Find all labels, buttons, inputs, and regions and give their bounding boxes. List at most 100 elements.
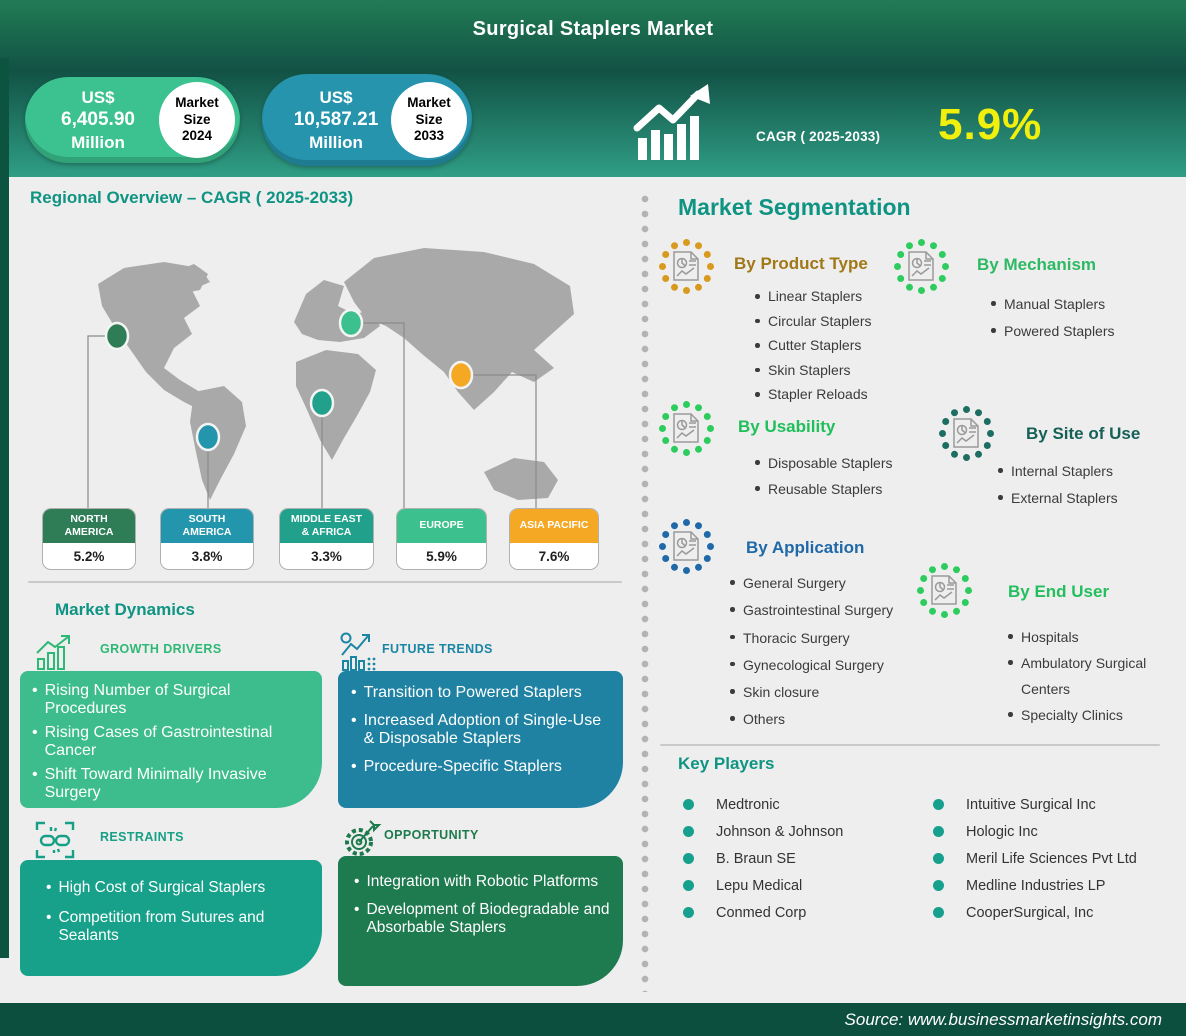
segment-item: Cutter Staplers bbox=[753, 333, 908, 358]
region-markers bbox=[104, 308, 474, 452]
player-bullet-icon bbox=[683, 853, 694, 864]
growth-driver-item: • Rising Cases of Gastrointestinal Cancer bbox=[32, 723, 273, 759]
segment-item-list: Linear Staplers Circular Staplers Cutter… bbox=[753, 284, 908, 407]
restraint-item: • High Cost of Surgical Staplers bbox=[46, 879, 266, 896]
growth-drivers-label: GROWTH DRIVERS bbox=[100, 642, 222, 656]
segment-item: General Surgery bbox=[728, 570, 928, 597]
segment-group-application: By Application General Surgery Gastroint… bbox=[658, 518, 928, 734]
region-marker-south-america bbox=[195, 422, 221, 452]
future-trend-item: • Procedure-Specific Staplers bbox=[351, 757, 562, 775]
source-credit: Source: www.businessmarketinsights.com bbox=[844, 1010, 1162, 1029]
opportunity-label: OPPORTUNITY bbox=[384, 828, 479, 842]
segment-title: By End User bbox=[1008, 582, 1110, 601]
segment-item-list: Hospitals Ambulatory Surgical Centers Sp… bbox=[1006, 624, 1166, 728]
key-player-row: Meril Life Sciences Pvt Ltd bbox=[933, 845, 1137, 872]
segment-doc-icon bbox=[658, 518, 714, 574]
region-marker-north-america bbox=[104, 321, 130, 351]
segment-group-end-user: By End User Hospitals Ambulatory Surgica… bbox=[916, 562, 1168, 728]
future-trends-label: FUTURE TRENDS bbox=[382, 642, 493, 656]
cagr-value: 5.9% bbox=[938, 100, 1043, 149]
key-player-row: B. Braun SE bbox=[683, 845, 843, 872]
opportunity-item: • Integration with Robotic Platforms bbox=[354, 873, 599, 890]
future-trends-icon bbox=[340, 632, 376, 671]
player-bullet-icon bbox=[683, 907, 694, 918]
segment-item-list: Internal Staplers External Staplers bbox=[996, 458, 1168, 512]
opportunity-box: • Integration with Robotic Platforms • Dev… bbox=[338, 856, 623, 986]
opportunity-icon bbox=[345, 820, 382, 856]
segment-item-list: General Surgery Gastrointestinal Surgery… bbox=[728, 570, 928, 734]
region-marker-asia-pacific bbox=[448, 360, 474, 390]
player-bullet-icon bbox=[933, 826, 944, 837]
key-player-row: Medline Industries LP bbox=[933, 872, 1137, 899]
map-continents bbox=[98, 248, 574, 500]
segment-group-product-type: By Product Type Linear Staplers Circular… bbox=[658, 238, 908, 407]
growth-chart-icon bbox=[633, 84, 710, 160]
key-player-row: Conmed Corp bbox=[683, 899, 843, 926]
segment-title: By Product Type bbox=[734, 254, 868, 273]
growth-drivers-icon bbox=[36, 635, 70, 670]
segment-item: Internal Staplers bbox=[996, 458, 1168, 485]
key-players-column-1: Medtronic Johnson & Johnson B. Braun SE … bbox=[683, 791, 843, 926]
restraints-box: • High Cost of Surgical Staplers • Competi… bbox=[20, 860, 322, 976]
market-size-2033-badge: US$ 10,587.21 Million Market Size 2033 bbox=[262, 74, 472, 166]
segment-item: Others bbox=[728, 706, 928, 733]
segment-item: Specialty Clinics bbox=[1006, 702, 1166, 728]
market-dynamics-heading: Market Dynamics bbox=[55, 600, 195, 619]
segment-item: Manual Staplers bbox=[989, 291, 1133, 318]
segment-title: By Usability bbox=[738, 417, 836, 436]
segment-item: Linear Staplers bbox=[753, 284, 908, 309]
segment-title: By Site of Use bbox=[1026, 424, 1141, 443]
footer-bar: Source: www.businessmarketinsights.com bbox=[0, 1003, 1186, 1036]
key-player-row: Johnson & Johnson bbox=[683, 818, 843, 845]
market-size-2024-label: Market Size 2024 bbox=[159, 82, 235, 158]
column-divider-dots bbox=[640, 192, 650, 992]
segment-doc-icon bbox=[658, 238, 714, 294]
segment-group-mechanism: By Mechanism Manual Staplers Powered Sta… bbox=[893, 238, 1133, 345]
market-size-2033-label: Market Size 2033 bbox=[391, 82, 467, 158]
key-players-column-2: Intuitive Surgical Inc Hologic Inc Meril… bbox=[933, 791, 1137, 926]
segment-item: Circular Staplers bbox=[753, 309, 908, 334]
region-card-south-america: SOUTH AMERICA 3.8% bbox=[160, 508, 254, 570]
region-card-north-america: NORTH AMERICA 5.2% bbox=[42, 508, 136, 570]
segment-item-list: Disposable Staplers Reusable Staplers bbox=[753, 450, 908, 502]
segment-item: Gastrointestinal Surgery bbox=[728, 597, 928, 624]
world-map bbox=[87, 248, 574, 508]
growth-drivers-box: • Rising Number of Surgical Procedures • R… bbox=[20, 671, 322, 808]
segment-item: Reusable Staplers bbox=[753, 476, 908, 502]
restraint-item: • Competition from Sutures and Sealants bbox=[46, 908, 265, 945]
region-card-asia-pacific: ASIA PACIFIC 7.6% bbox=[509, 508, 599, 570]
player-bullet-icon bbox=[683, 799, 694, 810]
future-trends-box: • Transition to Powered Staplers • Increas… bbox=[338, 671, 623, 808]
restraints-icon bbox=[35, 821, 75, 859]
segment-item: Skin closure bbox=[728, 679, 928, 706]
player-bullet-icon bbox=[683, 880, 694, 891]
opportunity-item: • Development of Biodegradable and Absorb… bbox=[354, 900, 610, 937]
market-size-2033-value: US$ 10,587.21 Million bbox=[293, 87, 379, 152]
left-accent-strip bbox=[0, 58, 9, 958]
segment-group-site-of-use: By Site of Use Internal Staplers Externa… bbox=[938, 405, 1168, 512]
region-marker-middle-east-africa bbox=[309, 388, 335, 418]
future-trend-item: • Increased Adoption of Single-Use & Disp… bbox=[351, 711, 602, 748]
right-section-divider bbox=[660, 744, 1160, 746]
segment-doc-icon bbox=[893, 238, 949, 294]
segment-doc-icon bbox=[938, 405, 994, 461]
key-player-row: Lepu Medical bbox=[683, 872, 843, 899]
player-bullet-icon bbox=[933, 880, 944, 891]
regional-overview-heading: Regional Overview – CAGR ( 2025-2033) bbox=[30, 188, 354, 207]
key-player-row: Intuitive Surgical Inc bbox=[933, 791, 1137, 818]
market-size-2024-value: US$ 6,405.90 Million bbox=[61, 87, 135, 152]
segment-doc-icon bbox=[916, 562, 972, 618]
player-bullet-icon bbox=[933, 799, 944, 810]
region-card-middle-east-africa: MIDDLE EAST & AFRICA 3.3% bbox=[279, 508, 374, 570]
restraints-label: RESTRAINTS bbox=[100, 830, 184, 844]
segment-title: By Mechanism bbox=[977, 255, 1097, 274]
future-trend-item: • Transition to Powered Staplers bbox=[351, 684, 582, 701]
page-title: Surgical Staplers Market bbox=[472, 18, 714, 40]
segment-doc-icon bbox=[658, 400, 714, 456]
left-section-divider bbox=[28, 581, 622, 583]
cagr-label: CAGR ( 2025-2033) bbox=[756, 129, 881, 144]
market-segmentation-heading: Market Segmentation bbox=[678, 194, 911, 220]
segment-item: Ambulatory Surgical Centers bbox=[1006, 650, 1166, 702]
player-bullet-icon bbox=[683, 826, 694, 837]
